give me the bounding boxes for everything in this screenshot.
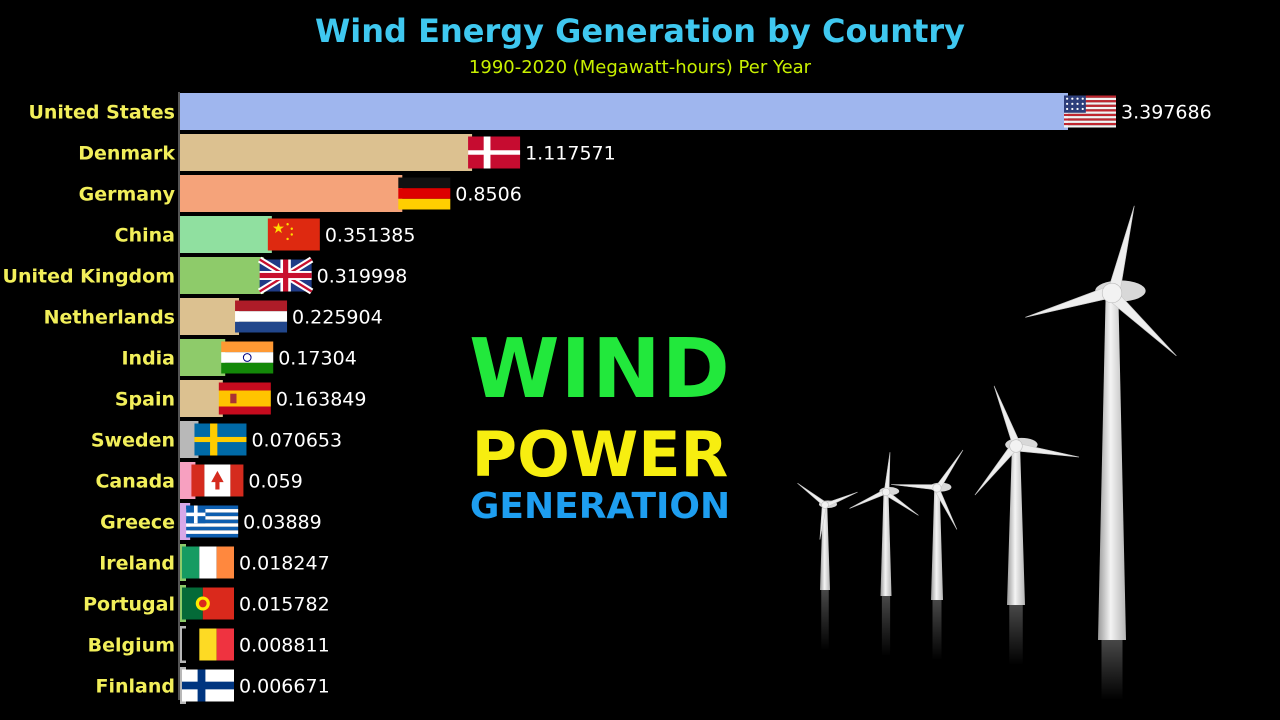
bar: [180, 175, 403, 212]
category-label: Finland: [96, 676, 175, 698]
category-label: Portugal: [83, 594, 175, 616]
generation-overlay-text: GENERATION: [469, 486, 731, 527]
category-label: United Kingdom: [3, 266, 175, 288]
flag-netherlands-icon: [235, 300, 288, 333]
value-label: 0.17304: [278, 348, 357, 370]
flag-uk-icon: [257, 256, 314, 295]
bar: [180, 380, 223, 417]
flag-india-icon: [221, 341, 274, 374]
value-label: 0.018247: [239, 553, 330, 575]
bar: [180, 421, 199, 458]
category-label: China: [115, 225, 175, 247]
wind-turbine: [797, 482, 858, 650]
category-label: Denmark: [78, 143, 175, 165]
wind-turbine: [1025, 205, 1177, 700]
bar: [180, 339, 226, 376]
wind-turbine: [974, 385, 1080, 665]
bar: [180, 257, 264, 294]
chart-subtitle: 1990-2020 (Megawatt-hours) Per Year: [468, 57, 812, 78]
wind-turbine: [849, 452, 919, 656]
value-label: 0.8506: [455, 184, 521, 206]
bar: [180, 216, 272, 253]
wind-overlay-text: WIND: [469, 322, 731, 417]
flag-spain-icon: [218, 382, 271, 415]
bar: [180, 134, 473, 171]
value-label: 3.397686: [1121, 102, 1212, 124]
flag-denmark-icon: [468, 136, 521, 169]
power-overlay-text: POWER: [471, 418, 729, 491]
category-label: Netherlands: [44, 307, 175, 329]
bar: [180, 503, 191, 540]
category-label: Sweden: [91, 430, 175, 452]
category-label: Spain: [115, 389, 175, 411]
value-label: 0.070653: [251, 430, 342, 452]
category-label: United States: [28, 102, 175, 124]
value-label: 0.059: [248, 471, 302, 493]
value-label: 0.351385: [325, 225, 416, 247]
category-label: Canada: [95, 471, 175, 493]
category-label: India: [121, 348, 175, 370]
value-label: 0.03889: [243, 512, 322, 534]
category-label: Germany: [79, 184, 176, 206]
flag-germany-icon: [398, 177, 451, 210]
value-label: 0.163849: [276, 389, 367, 411]
value-label: 0.319998: [317, 266, 408, 288]
bar: [180, 298, 240, 335]
flag-portugal-icon: [182, 587, 234, 620]
flag-sweden-icon: [194, 423, 247, 456]
flag-canada-icon: [191, 464, 244, 497]
category-label: Greece: [100, 512, 175, 534]
category-label: Belgium: [88, 635, 175, 657]
flag-china-icon: ★: [267, 218, 320, 251]
flag-finland-icon: [182, 669, 234, 702]
value-label: 0.225904: [292, 307, 383, 329]
category-label: Ireland: [99, 553, 175, 575]
value-label: 0.015782: [239, 594, 330, 616]
wind-turbine: [891, 449, 964, 660]
flag-greece-icon: [186, 505, 239, 538]
bar: [180, 93, 1068, 130]
flag-belgium-icon: [182, 628, 234, 661]
chart-title: Wind Energy Generation by Country: [315, 12, 965, 50]
value-label: 1.117571: [525, 143, 616, 165]
flag-usa-icon: [1064, 95, 1116, 128]
value-label: 0.006671: [239, 676, 330, 698]
svg-text:★: ★: [272, 221, 285, 237]
value-label: 0.008811: [239, 635, 330, 657]
flag-ireland-icon: [182, 546, 234, 579]
